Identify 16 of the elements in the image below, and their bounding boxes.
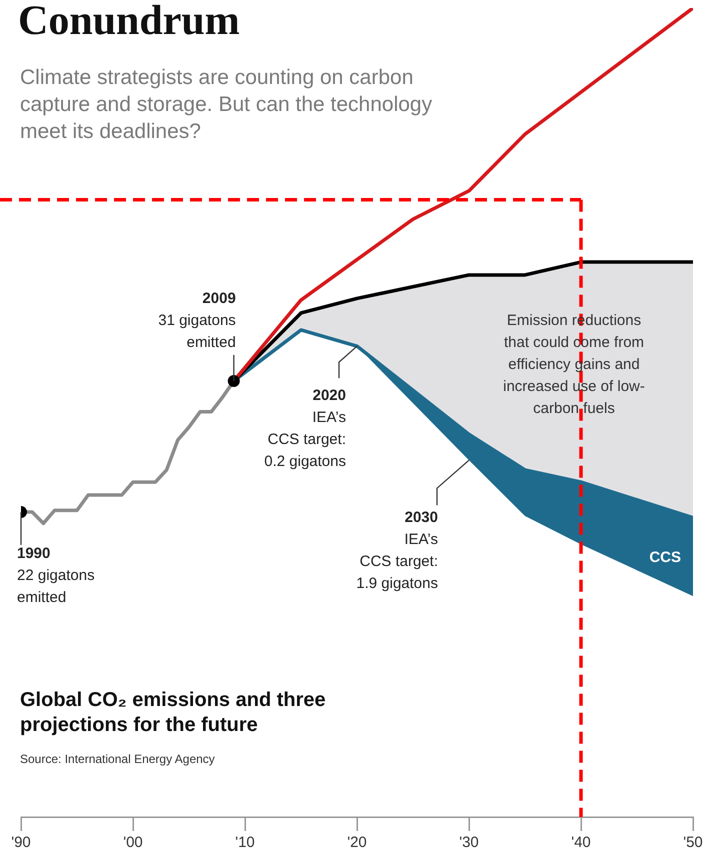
annotation: 1990 22 gigatons emitted bbox=[17, 545, 95, 606]
text: CCS bbox=[649, 548, 681, 566]
x-tick-label: '00 bbox=[123, 834, 143, 852]
annotation: 2030 IEA’s CCS target: 1.9 gigatons bbox=[356, 509, 438, 592]
annotation: Source: International Energy Agency bbox=[20, 752, 215, 766]
x-tick-label: '30 bbox=[459, 834, 479, 852]
x-tick-label: '90 bbox=[11, 834, 31, 852]
annotation: 2020 IEA’s CCS target: 0.2 gigatons bbox=[264, 387, 346, 470]
x-tick-label: '20 bbox=[347, 834, 367, 852]
text: Climate strategists are counting on carbon capture and storage. But can the technology meet its deadlines? bbox=[20, 65, 434, 145]
chart-title: Conundrum bbox=[18, 0, 240, 46]
x-tick-label: '40 bbox=[571, 834, 591, 852]
x-tick-label: '10 bbox=[235, 834, 255, 852]
annotation: Global CO₂ emissions and three projections for the future bbox=[20, 688, 326, 738]
annotation: 2009 31 gigatons emitted bbox=[158, 290, 236, 351]
x-tick-label: '50 bbox=[683, 834, 703, 852]
